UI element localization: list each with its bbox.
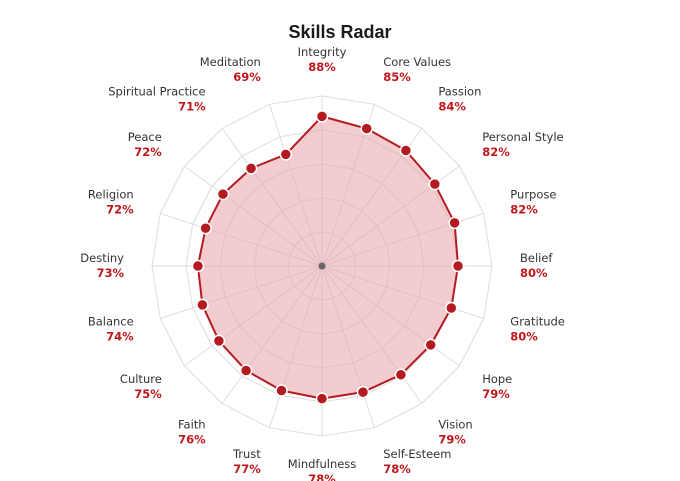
- axis-label: Hope: [482, 372, 512, 386]
- data-point: [451, 259, 465, 273]
- data-point: [448, 216, 461, 230]
- value-label: 79%: [482, 387, 510, 401]
- axis-label: Meditation: [200, 55, 261, 69]
- value-label: 71%: [178, 99, 206, 113]
- axis-label: Purpose: [510, 187, 556, 201]
- axis-label: Belief: [520, 251, 553, 265]
- value-label: 78%: [383, 462, 411, 476]
- axis-label: Gratitude: [510, 315, 565, 329]
- value-label: 69%: [233, 70, 261, 84]
- value-label: 78%: [308, 472, 336, 481]
- data-point: [424, 338, 437, 352]
- axis-label: Faith: [178, 418, 206, 432]
- axis-label: Vision: [438, 418, 472, 432]
- data-point: [275, 384, 288, 397]
- value-label: 80%: [520, 266, 548, 280]
- axis-label: Integrity: [298, 45, 347, 59]
- value-label: 74%: [106, 330, 134, 344]
- value-label: 88%: [308, 60, 336, 74]
- data-point: [216, 187, 230, 201]
- axis-label: Personal Style: [482, 130, 563, 144]
- value-label: 82%: [482, 145, 510, 159]
- value-label: 72%: [106, 202, 134, 216]
- data-point: [196, 298, 209, 312]
- data-area: [196, 115, 459, 400]
- axis-label: Mindfulness: [288, 457, 357, 471]
- value-label: 75%: [134, 387, 162, 401]
- value-label: 85%: [383, 70, 411, 84]
- axis-label: Spiritual Practice: [108, 84, 205, 98]
- axis-label: Culture: [120, 372, 162, 386]
- value-label: 73%: [96, 266, 124, 280]
- axis-label: Passion: [438, 84, 481, 98]
- axis-label: Core Values: [383, 55, 451, 69]
- data-point: [315, 110, 329, 123]
- axis-label: Religion: [88, 187, 134, 201]
- data-point: [244, 162, 258, 175]
- data-point: [279, 148, 293, 161]
- data-point: [394, 368, 408, 381]
- axis-label: Trust: [232, 447, 261, 461]
- value-label: 82%: [510, 202, 538, 216]
- data-point: [199, 221, 212, 235]
- axis-label: Peace: [128, 130, 162, 144]
- value-label: 84%: [438, 99, 466, 113]
- data-point: [445, 301, 458, 315]
- axis-label: Self-Esteem: [383, 447, 451, 461]
- data-point: [315, 392, 329, 405]
- value-label: 80%: [510, 330, 538, 344]
- value-label: 77%: [233, 462, 261, 476]
- value-label: 76%: [178, 433, 206, 447]
- data-point: [428, 177, 442, 191]
- data-point: [356, 385, 370, 399]
- center-point: [318, 262, 326, 270]
- chart-title: Skills Radar: [288, 22, 392, 42]
- value-label: 79%: [438, 433, 466, 447]
- value-label: 72%: [134, 145, 162, 159]
- axis-label: Balance: [88, 315, 134, 329]
- axis-label: Destiny: [80, 251, 124, 265]
- data-point: [191, 259, 205, 273]
- data-point: [399, 144, 413, 157]
- data-point: [360, 122, 373, 135]
- data-point: [239, 364, 253, 377]
- data-point: [212, 334, 226, 348]
